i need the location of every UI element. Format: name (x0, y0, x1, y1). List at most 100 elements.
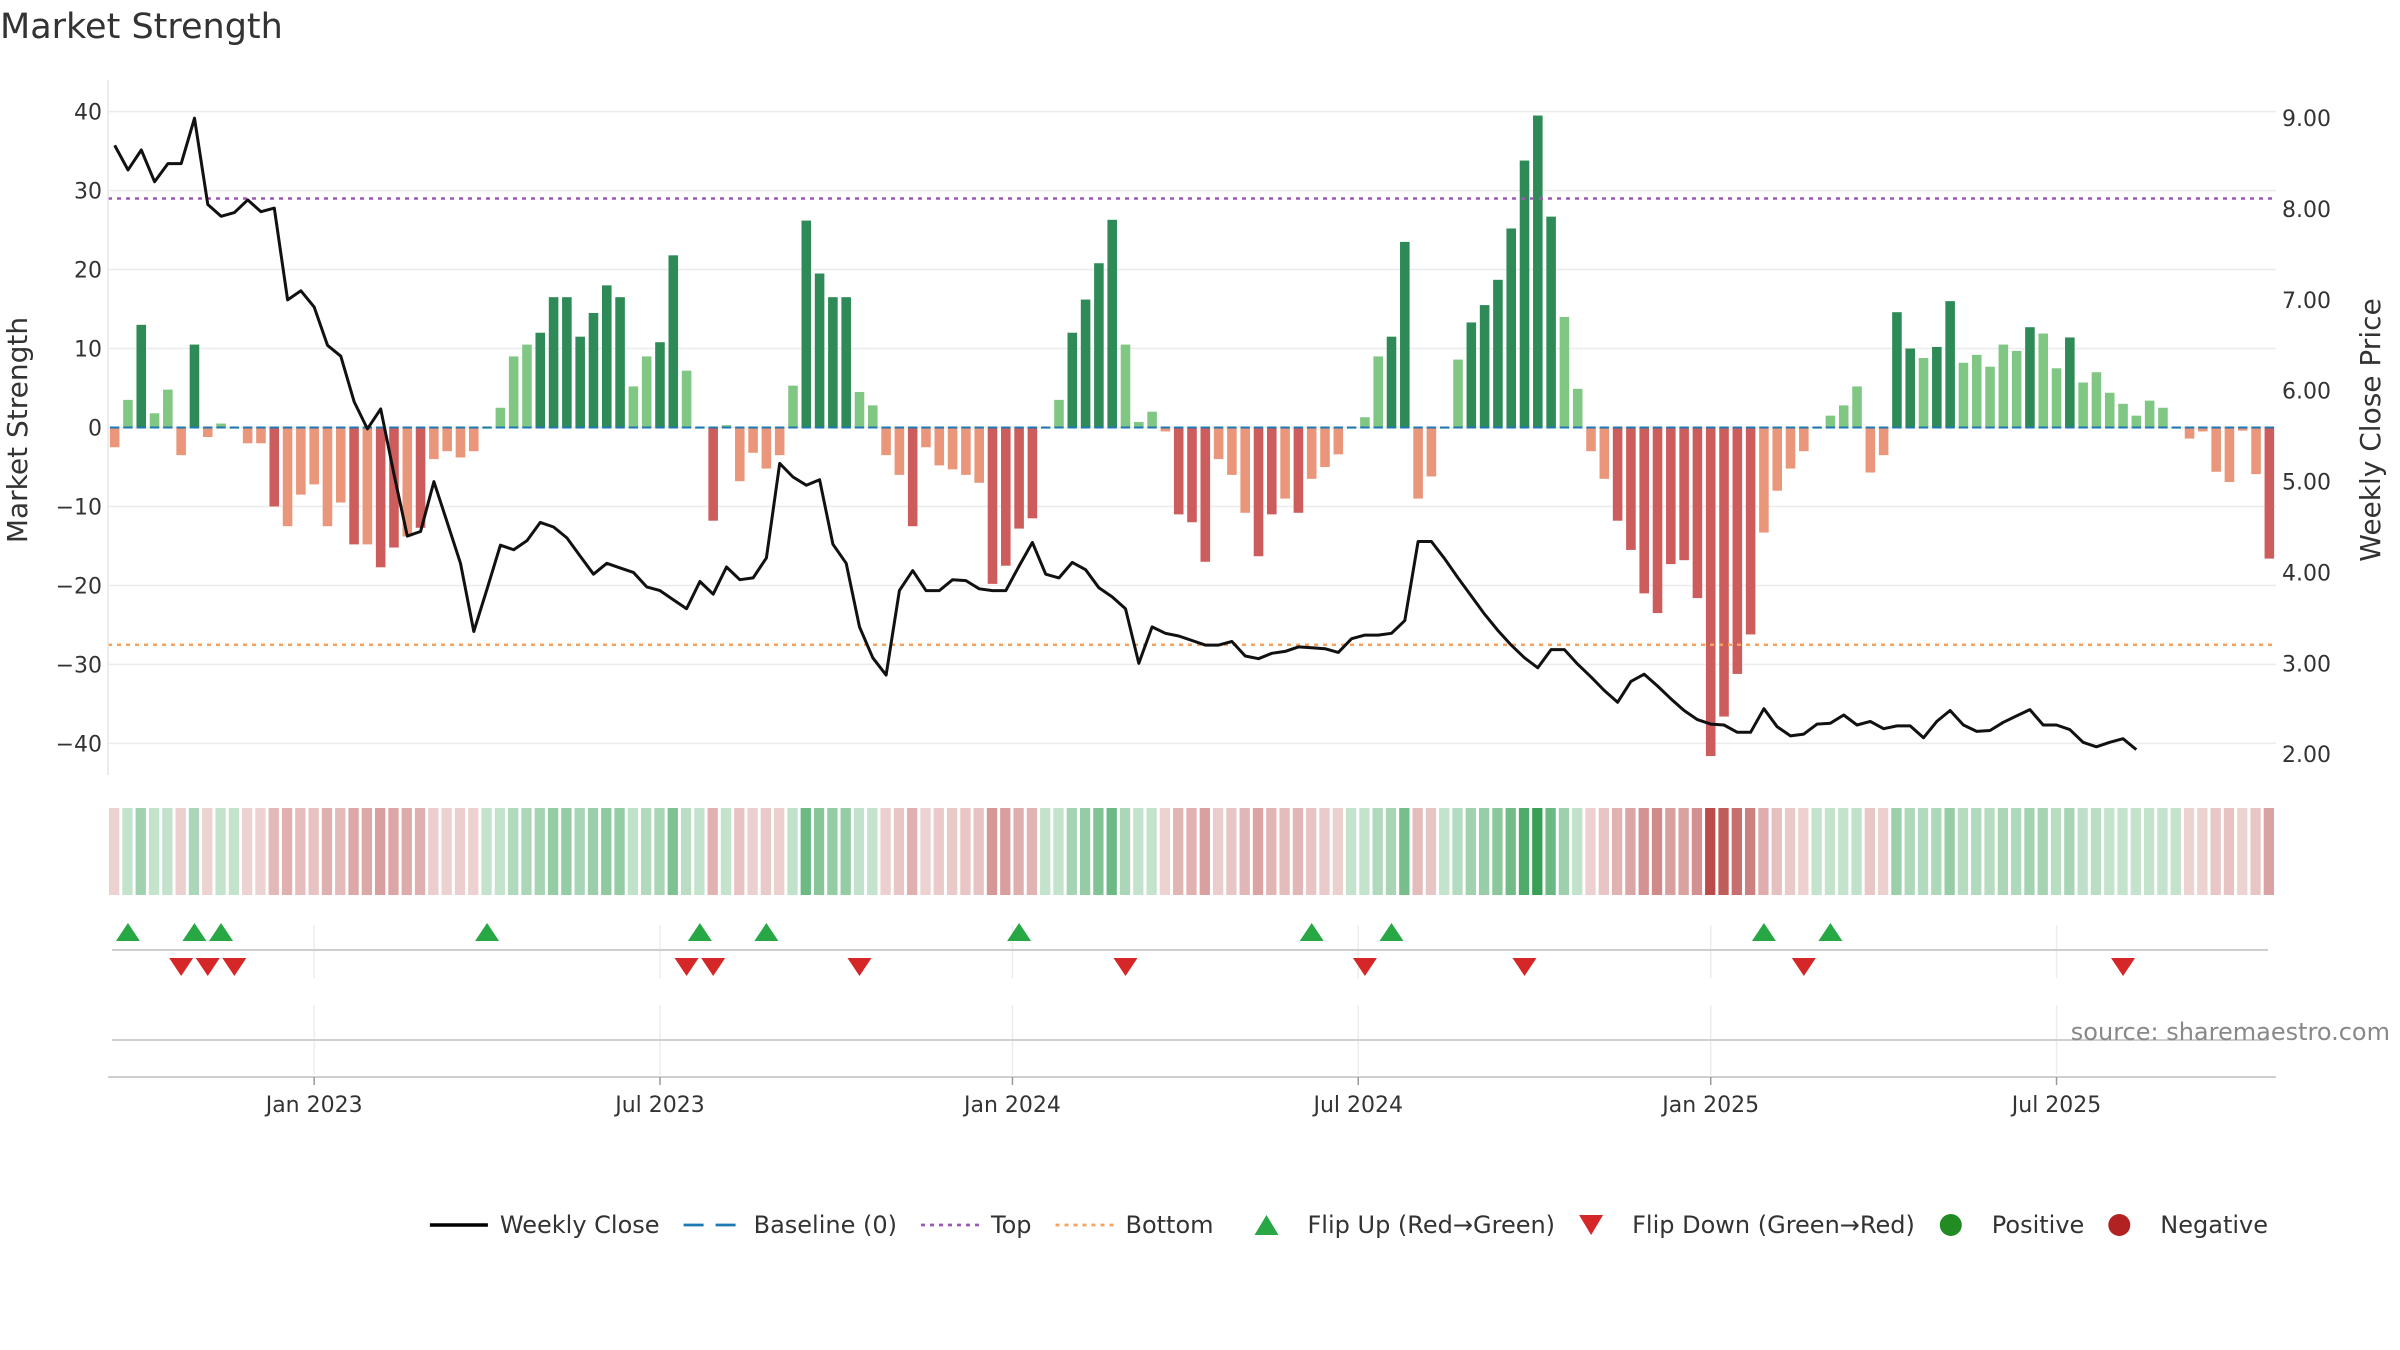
strip-cell (1133, 808, 1144, 895)
legend-label: Negative (2160, 1211, 2268, 1239)
strip-cell (135, 808, 146, 895)
strip-cell (2143, 808, 2155, 895)
right-y-ticks: 9.00 8.00 7.00 6.00 5.00 4.00 3.00 2.00 (2282, 107, 2331, 768)
strip-cell (2210, 808, 2221, 895)
strip-cell (1904, 808, 1915, 895)
strength-bar (2078, 382, 2088, 428)
strip-cell (2064, 808, 2075, 895)
strip-cell (1784, 808, 1796, 895)
flip-down-marker (1512, 958, 1537, 976)
y2-tick-label: 8.00 (2282, 198, 2331, 223)
strip-cell (827, 808, 838, 895)
strength-bar (588, 312, 599, 428)
strip-cell (1013, 808, 1024, 895)
strip-cell (454, 808, 466, 895)
strip-cell (481, 808, 492, 895)
legend-label: Baseline (0) (754, 1211, 897, 1239)
strength-bar (1918, 358, 1929, 428)
strip-cell (188, 808, 200, 895)
flip-up-marker (182, 923, 207, 941)
y2-tick-label: 3.00 (2282, 652, 2331, 677)
flip-down-marker (847, 958, 872, 976)
flip-up-marker (1751, 923, 1776, 941)
strength-bar (1400, 241, 1410, 428)
strength-bar (1772, 427, 1783, 491)
strip-cell (414, 808, 426, 895)
strip-cell (627, 808, 639, 895)
strength-bar (1213, 427, 1224, 460)
strip-cell (774, 808, 785, 895)
strength-bar (734, 427, 745, 482)
strength-bar (1107, 219, 1117, 428)
x-axis: Jan 2023 Jul 2023 Jan 2024 Jul 2024 Jan 2025… (108, 1039, 2276, 1118)
strip-cell (175, 808, 186, 895)
strength-bar (1759, 427, 1769, 533)
y-tick-label: −30 (56, 653, 102, 678)
strip-cell (1319, 808, 1330, 895)
legend-triangle-down-marker (1579, 1215, 1604, 1235)
strip-cell (654, 808, 665, 895)
strength-bar (1559, 316, 1570, 428)
strip-cell (1279, 808, 1290, 895)
strip-cell (1186, 808, 1197, 895)
strength-bar (1745, 427, 1756, 635)
strength-bar (296, 427, 306, 495)
strip-cell (614, 808, 625, 895)
strength-bar (1799, 427, 1809, 452)
strength-bar (2038, 333, 2049, 428)
strip-cell (1638, 808, 1649, 895)
strip-cell (1611, 808, 1623, 895)
strength-bar (375, 427, 386, 568)
strength-bar (1945, 301, 1955, 428)
strip-cell (2263, 808, 2274, 895)
strip-cell (1891, 808, 1902, 895)
strip-cell (1572, 808, 1583, 895)
strip-cell (1691, 808, 1703, 895)
flip-up-marker (209, 923, 234, 941)
flip-up-marker (1818, 923, 1843, 941)
strength-bar (668, 255, 679, 428)
strip-cell (2237, 808, 2248, 895)
strip-cell (574, 808, 585, 895)
strip-cell (321, 808, 333, 895)
strip-cell (1917, 808, 1929, 895)
y-tick-label: 30 (74, 180, 102, 205)
strength-bar (1506, 228, 1517, 428)
strength-bar (163, 389, 173, 428)
flip-up-marker (1007, 923, 1032, 941)
flip-up-marker (475, 923, 500, 941)
legend-item: Positive (1939, 1211, 2084, 1239)
legend-item: Top (921, 1211, 1032, 1239)
y2-tick-label: 5.00 (2282, 471, 2331, 496)
y-tick-label: 20 (74, 259, 102, 284)
flip-down-marker (1113, 958, 1138, 976)
strip-cell (1731, 808, 1742, 895)
flip-down-marker (2111, 958, 2136, 976)
flip-down-marker (1352, 958, 1377, 976)
strip-cell (1000, 808, 1011, 895)
strength-bar (429, 427, 439, 460)
strength-bar (1200, 427, 1211, 562)
legend-item: Bottom (1055, 1211, 1214, 1239)
strip-cell (1718, 808, 1729, 895)
strength-bar (1905, 348, 1916, 428)
strip-cell (109, 808, 120, 895)
strip-cell (295, 808, 306, 895)
strip-cell (375, 808, 386, 895)
strip-cell (946, 808, 958, 895)
y-tick-label: −40 (56, 732, 102, 757)
strength-bar (1054, 399, 1064, 428)
y-tick-label: 0 (88, 417, 102, 442)
strength-bar (468, 427, 479, 452)
strength-bar (2025, 327, 2035, 428)
strength-bar (202, 427, 213, 437)
strength-bar (1533, 115, 1543, 428)
strength-bar (934, 427, 945, 466)
strength-bar (442, 427, 452, 452)
strip-cell (1385, 808, 1397, 895)
strength-bar (2211, 427, 2221, 472)
x-tick-label: Jan 2023 (264, 1093, 363, 1118)
y-tick-label: 40 (74, 101, 102, 126)
strip-cell (561, 808, 572, 895)
y2-tick-label: 9.00 (2282, 107, 2331, 132)
